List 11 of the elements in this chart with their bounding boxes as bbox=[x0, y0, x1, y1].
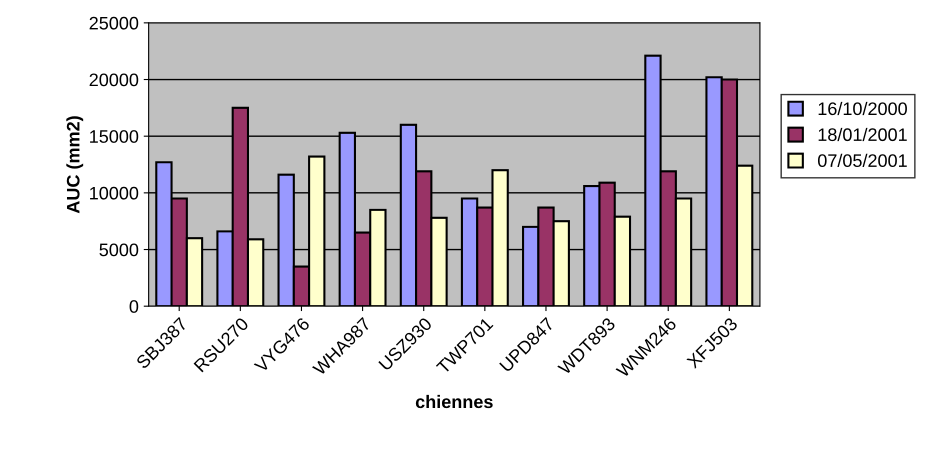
y-tick-label: 25000 bbox=[90, 16, 138, 30]
legend-label: 07/05/2001 bbox=[818, 154, 907, 168]
legend-label: 18/01/2001 bbox=[818, 128, 907, 142]
legend-label: 16/10/2000 bbox=[818, 102, 907, 116]
y-tick-label: 5000 bbox=[99, 243, 138, 256]
y-tick-label: 20000 bbox=[90, 73, 138, 86]
y-tick-label: 10000 bbox=[90, 186, 138, 200]
y-tick-label: 15000 bbox=[90, 130, 138, 143]
x-axis-title: chiennes bbox=[416, 394, 493, 408]
y-tick-label: 0 bbox=[130, 300, 138, 313]
y-axis-title: AUC (mm2) bbox=[66, 116, 84, 214]
